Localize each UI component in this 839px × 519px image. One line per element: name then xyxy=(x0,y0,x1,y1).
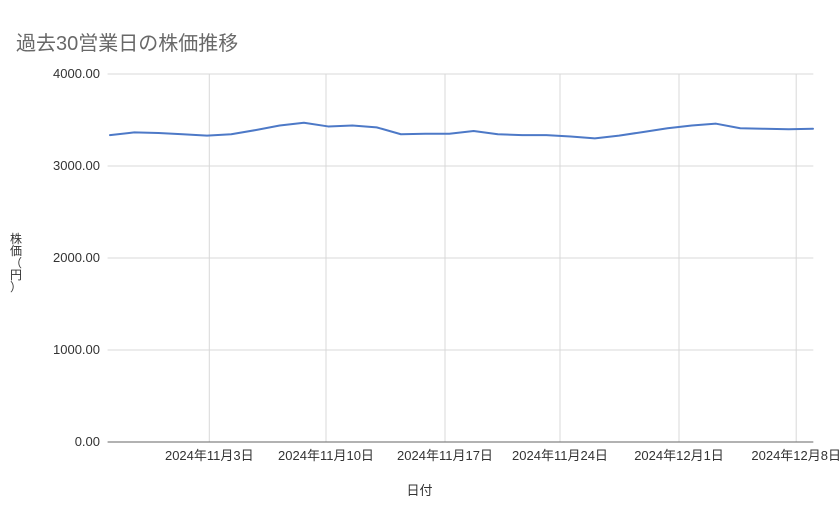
svg-text:0.00: 0.00 xyxy=(75,434,100,449)
svg-text:2024年11月24日: 2024年11月24日 xyxy=(512,448,608,463)
svg-text:2024年12月8日: 2024年12月8日 xyxy=(751,448,839,463)
svg-text:2000.00: 2000.00 xyxy=(53,250,100,265)
svg-text:1000.00: 1000.00 xyxy=(53,342,100,357)
svg-text:2024年11月10日: 2024年11月10日 xyxy=(278,448,374,463)
svg-text:2024年11月3日: 2024年11月3日 xyxy=(165,448,254,463)
svg-text:2024年11月17日: 2024年11月17日 xyxy=(397,448,493,463)
svg-text:3000.00: 3000.00 xyxy=(53,158,100,173)
svg-text:2024年12月1日: 2024年12月1日 xyxy=(634,448,724,463)
svg-text:4000.00: 4000.00 xyxy=(53,66,100,81)
